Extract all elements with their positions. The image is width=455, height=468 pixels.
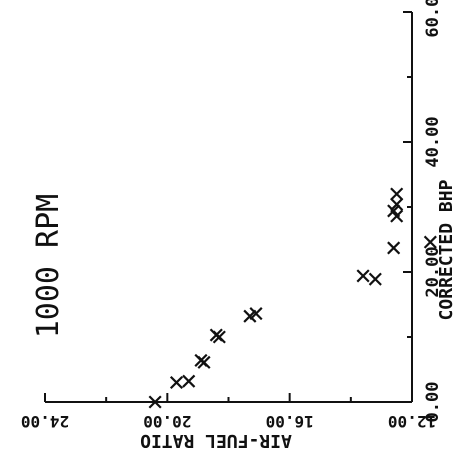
data-point: [387, 204, 401, 218]
y-tick-label: 16.00: [266, 412, 314, 431]
chart-title: 1000 RPM: [31, 194, 66, 339]
data-point: [194, 353, 208, 367]
data-point: [390, 197, 404, 211]
data-point: [148, 395, 162, 409]
x-tick-label: 60.00: [423, 0, 443, 38]
x-axis-label: CORRECTED BHP: [436, 179, 455, 320]
data-point: [368, 272, 382, 286]
data-point: [249, 307, 263, 321]
y-tick-label: 20.00: [143, 412, 191, 431]
x-tick-label: 40.00: [423, 116, 443, 167]
y-tick-label: 12.00: [388, 412, 436, 431]
data-point: [356, 269, 370, 283]
data-point: [390, 187, 404, 201]
tick-labels: 0.00 20.00 40.00 60.00 12.00 16.00 20.00 24.00: [21, 0, 443, 431]
data-point: [423, 235, 437, 249]
y-axis-label: AIR-FUEL RATIO: [140, 430, 292, 451]
axes: [45, 12, 413, 403]
x-tick-label: 20.00: [423, 246, 443, 297]
data-point: [390, 209, 404, 223]
tick-marks: [44, 11, 413, 403]
y-tick-label: 24.00: [21, 412, 69, 431]
x-tick-label: 0.00: [423, 382, 443, 423]
data-point: [243, 309, 257, 323]
data-point: [169, 375, 184, 390]
data-point: [209, 328, 223, 342]
data-point: [387, 241, 401, 255]
data-points: [148, 187, 437, 409]
data-point: [182, 374, 196, 388]
